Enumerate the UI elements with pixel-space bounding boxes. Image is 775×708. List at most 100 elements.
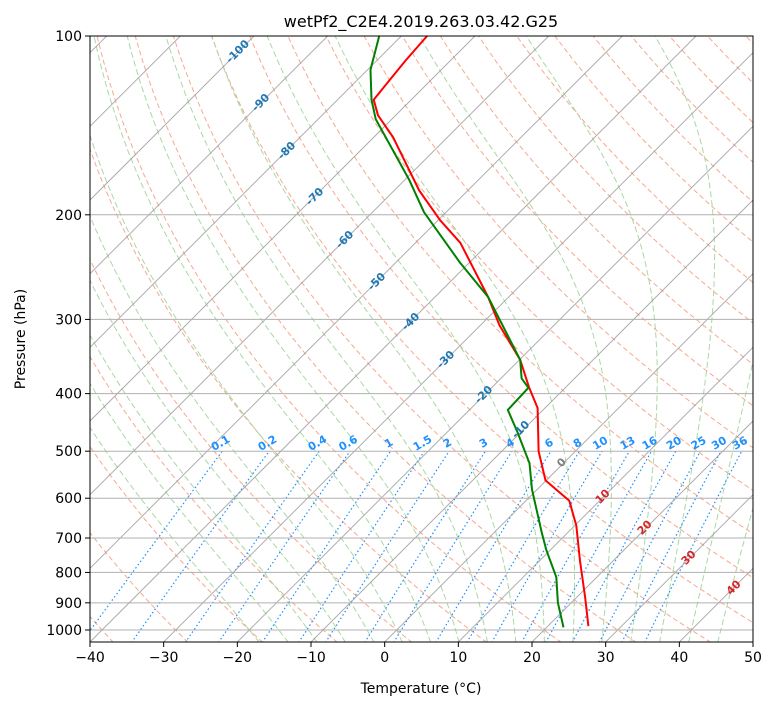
moist-adiabat: [90, 426, 260, 642]
isotherm: [162, 51, 753, 642]
x-tick-label: 40: [670, 650, 688, 666]
dry-adiabat: [325, 36, 753, 492]
mixing-ratio-line: [218, 450, 351, 642]
y-tick-label: 800: [55, 565, 82, 581]
x-tick-label: −10: [296, 650, 326, 666]
dry-adiabat: [592, 36, 753, 203]
isotherm: [236, 125, 753, 642]
mixing-ratio-line: [131, 450, 270, 642]
x-tick-label: −40: [75, 650, 105, 666]
moist-adiabat: [717, 506, 753, 642]
y-tick-label: 400: [55, 387, 82, 403]
mixing-ratio-label: 0.6: [337, 432, 361, 453]
y-tick-label: 100: [55, 29, 82, 45]
isotherm: [752, 641, 753, 642]
isotherm-label: 30: [679, 547, 699, 567]
isotherm: [310, 199, 753, 642]
isotherm: [90, 36, 329, 275]
plot-frame: [89, 35, 754, 643]
mixing-ratio-label: 0.2: [256, 433, 279, 454]
y-axis-label: Pressure (hPa): [13, 289, 29, 389]
isotherm: [90, 36, 476, 422]
isotherm-label: 10: [593, 486, 613, 506]
isotherm: [90, 36, 550, 496]
dry-adiabat: [90, 147, 488, 642]
dry-adiabat: [90, 445, 263, 642]
moist-adiabat: [266, 36, 545, 642]
mixing-ratio-line: [545, 450, 653, 642]
mixing-ratio-label: 1.5: [411, 433, 434, 454]
x-tick-label: 10: [449, 650, 467, 666]
dry-adiabat: [363, 36, 753, 449]
profile-curves: [369, 36, 590, 628]
y-tick-label: 200: [55, 208, 82, 224]
mixing-ratio-label: 0.1: [209, 433, 232, 454]
mixing-ratio-line: [571, 450, 677, 642]
mixing-ratio-line: [298, 450, 425, 642]
background-lines: [90, 36, 753, 642]
mixing-ratio-line: [184, 450, 320, 642]
temperature-profile: [372, 36, 590, 627]
mixing-ratio-line: [261, 450, 392, 642]
dry-adiabat: [554, 36, 753, 243]
moist-adiabat: [165, 36, 488, 642]
moist-adiabat: [93, 36, 432, 642]
isotherm: [90, 36, 697, 642]
dry-adiabat: [172, 36, 712, 642]
mixing-ratio-label: 13: [618, 434, 638, 453]
dry-adiabat: [516, 36, 753, 284]
x-tick-label: 0: [380, 650, 389, 666]
dry-adiabat: [90, 258, 413, 642]
y-tick-label: 700: [55, 531, 82, 547]
dry-adiabat: [90, 355, 338, 642]
isotherm-label: 20: [635, 517, 655, 537]
y-tick-label: 1000: [46, 623, 82, 639]
mixing-ratio-label: 16: [640, 434, 660, 453]
isotherm: [531, 420, 753, 642]
moist-adiabat: [211, 36, 517, 642]
mixing-ratio-label: 20: [664, 434, 684, 453]
dry-adiabat: [96, 36, 562, 642]
dry-adiabat: [134, 36, 637, 642]
dry-adiabat: [439, 36, 753, 365]
y-tick-label: 600: [55, 491, 82, 507]
isotherm: [604, 493, 753, 642]
mixing-ratio-label: 25: [689, 434, 709, 453]
mixing-ratio-line: [621, 450, 722, 642]
pressure-gridlines: [90, 35, 753, 631]
dry-adiabat: [745, 36, 753, 45]
moist-adiabat: [525, 36, 658, 642]
moist-adiabat: [90, 214, 375, 642]
moist-adiabat: [419, 36, 612, 642]
dry-adiabat: [249, 36, 753, 579]
dry-adiabat: [211, 36, 753, 624]
x-tick-label: 20: [523, 650, 541, 666]
isotherm: [90, 36, 623, 570]
mixing-ratio-label: 6: [542, 435, 555, 450]
x-tick-label: 50: [744, 650, 762, 666]
mixing-ratio-line: [598, 450, 702, 642]
mixing-ratio-label: 0.4: [306, 432, 330, 453]
mixing-ratio-line: [90, 450, 223, 632]
dry-adiabat: [478, 36, 753, 324]
moist-adiabat: [688, 359, 753, 642]
moist-adiabat: [90, 334, 318, 642]
moist-adiabat: [90, 382, 289, 642]
y-tick-label: 300: [55, 312, 82, 328]
isotherm-label: -20: [472, 383, 495, 406]
moist-adiabat: [126, 36, 460, 642]
y-tick-label: 900: [55, 596, 82, 612]
mixing-ratio-line: [325, 450, 450, 642]
mixing-ratio-label: 36: [730, 434, 750, 453]
isotherm: [457, 346, 753, 642]
x-axis-label: Temperature (°C): [360, 681, 482, 697]
y-tick-label: 500: [55, 444, 82, 460]
mixing-ratio-label: 30: [709, 434, 729, 453]
x-tick-label: 30: [597, 650, 615, 666]
dewpoint-profile: [369, 36, 565, 628]
x-tick-label: −30: [149, 650, 179, 666]
line-labels: 0.1 0.2 0.4 0.6 1 1.5 2 3 4 6 8 10 13 16 20 25 30 36-100-…: [209, 37, 750, 598]
chart-title: wetPf2_C2E4.2019.263.03.42.G25: [284, 12, 558, 32]
isotherm: [90, 36, 255, 201]
